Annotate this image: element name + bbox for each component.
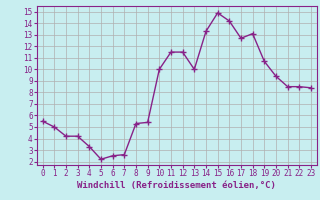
X-axis label: Windchill (Refroidissement éolien,°C): Windchill (Refroidissement éolien,°C) (77, 181, 276, 190)
